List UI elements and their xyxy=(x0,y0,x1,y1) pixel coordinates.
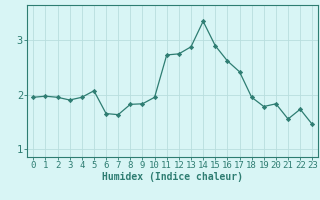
X-axis label: Humidex (Indice chaleur): Humidex (Indice chaleur) xyxy=(102,172,243,182)
